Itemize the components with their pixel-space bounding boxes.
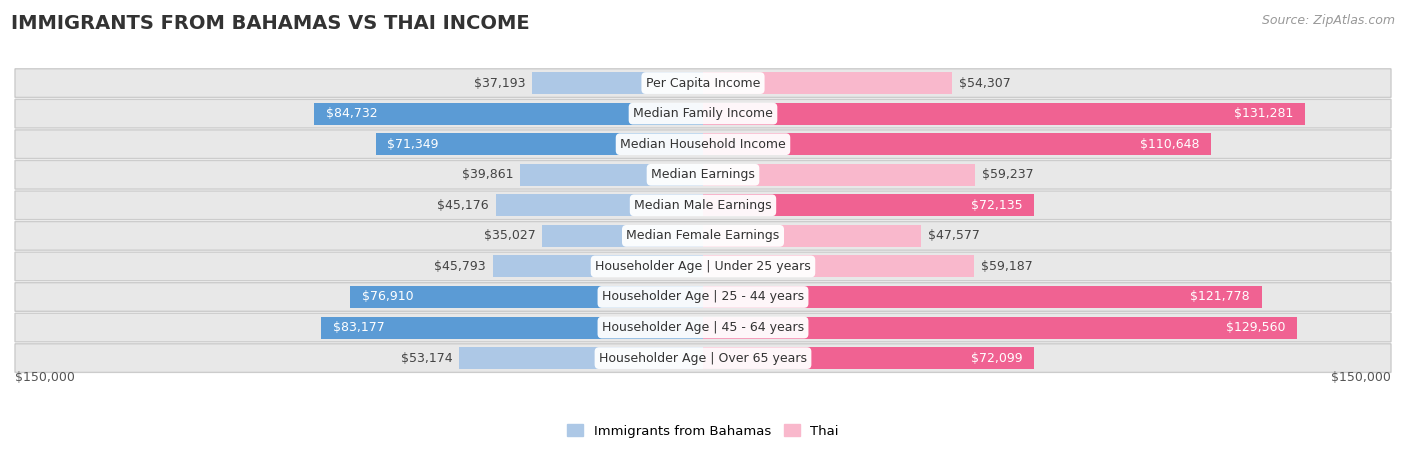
Text: Householder Age | Over 65 years: Householder Age | Over 65 years (599, 352, 807, 365)
Text: Median Female Earnings: Median Female Earnings (627, 229, 779, 242)
Text: $129,560: $129,560 (1226, 321, 1285, 334)
Text: $150,000: $150,000 (1331, 370, 1391, 383)
Text: $47,577: $47,577 (928, 229, 980, 242)
FancyBboxPatch shape (15, 69, 1391, 98)
Text: $59,237: $59,237 (981, 168, 1033, 181)
Text: $121,778: $121,778 (1191, 290, 1250, 304)
Bar (520, 164, 703, 186)
FancyBboxPatch shape (15, 344, 1391, 372)
Legend: Immigrants from Bahamas, Thai: Immigrants from Bahamas, Thai (562, 419, 844, 443)
Text: $37,193: $37,193 (474, 77, 526, 90)
Text: $150,000: $150,000 (15, 370, 75, 383)
Text: $59,187: $59,187 (981, 260, 1033, 273)
Text: $54,307: $54,307 (959, 77, 1011, 90)
FancyBboxPatch shape (15, 283, 1391, 311)
FancyBboxPatch shape (15, 161, 1391, 189)
Text: $45,793: $45,793 (434, 260, 486, 273)
Text: $35,027: $35,027 (484, 229, 536, 242)
Bar (460, 347, 703, 369)
Bar (322, 317, 703, 339)
Text: $45,176: $45,176 (437, 199, 489, 212)
Text: $84,732: $84,732 (326, 107, 377, 120)
FancyBboxPatch shape (15, 130, 1391, 158)
Text: $72,099: $72,099 (970, 352, 1022, 365)
FancyBboxPatch shape (15, 99, 1391, 128)
Text: $72,135: $72,135 (970, 199, 1022, 212)
Text: Median Male Earnings: Median Male Earnings (634, 199, 772, 212)
Text: Median Family Income: Median Family Income (633, 107, 773, 120)
Text: $53,174: $53,174 (401, 352, 453, 365)
Text: $110,648: $110,648 (1139, 138, 1199, 151)
Text: Householder Age | 45 - 64 years: Householder Age | 45 - 64 years (602, 321, 804, 334)
Bar (703, 347, 1033, 369)
Bar (375, 133, 703, 155)
Bar (703, 255, 974, 277)
Text: Householder Age | 25 - 44 years: Householder Age | 25 - 44 years (602, 290, 804, 304)
Bar (703, 194, 1033, 216)
Text: $39,861: $39,861 (461, 168, 513, 181)
FancyBboxPatch shape (15, 313, 1391, 342)
Bar (494, 255, 703, 277)
Text: Source: ZipAtlas.com: Source: ZipAtlas.com (1261, 14, 1395, 27)
Text: $131,281: $131,281 (1234, 107, 1294, 120)
Text: Per Capita Income: Per Capita Income (645, 77, 761, 90)
Bar (543, 225, 703, 247)
Text: Householder Age | Under 25 years: Householder Age | Under 25 years (595, 260, 811, 273)
Bar (703, 103, 1305, 125)
Text: IMMIGRANTS FROM BAHAMAS VS THAI INCOME: IMMIGRANTS FROM BAHAMAS VS THAI INCOME (11, 14, 530, 33)
Bar (703, 225, 921, 247)
Bar (703, 133, 1211, 155)
Bar (533, 72, 703, 94)
Text: $83,177: $83,177 (333, 321, 385, 334)
Bar (315, 103, 703, 125)
Bar (703, 72, 952, 94)
FancyBboxPatch shape (15, 252, 1391, 281)
Text: $76,910: $76,910 (361, 290, 413, 304)
Bar (496, 194, 703, 216)
Bar (703, 286, 1261, 308)
Bar (703, 317, 1298, 339)
Text: $71,349: $71,349 (387, 138, 439, 151)
FancyBboxPatch shape (15, 191, 1391, 219)
Bar (350, 286, 703, 308)
FancyBboxPatch shape (15, 221, 1391, 250)
Text: Median Household Income: Median Household Income (620, 138, 786, 151)
Bar (703, 164, 974, 186)
Text: Median Earnings: Median Earnings (651, 168, 755, 181)
